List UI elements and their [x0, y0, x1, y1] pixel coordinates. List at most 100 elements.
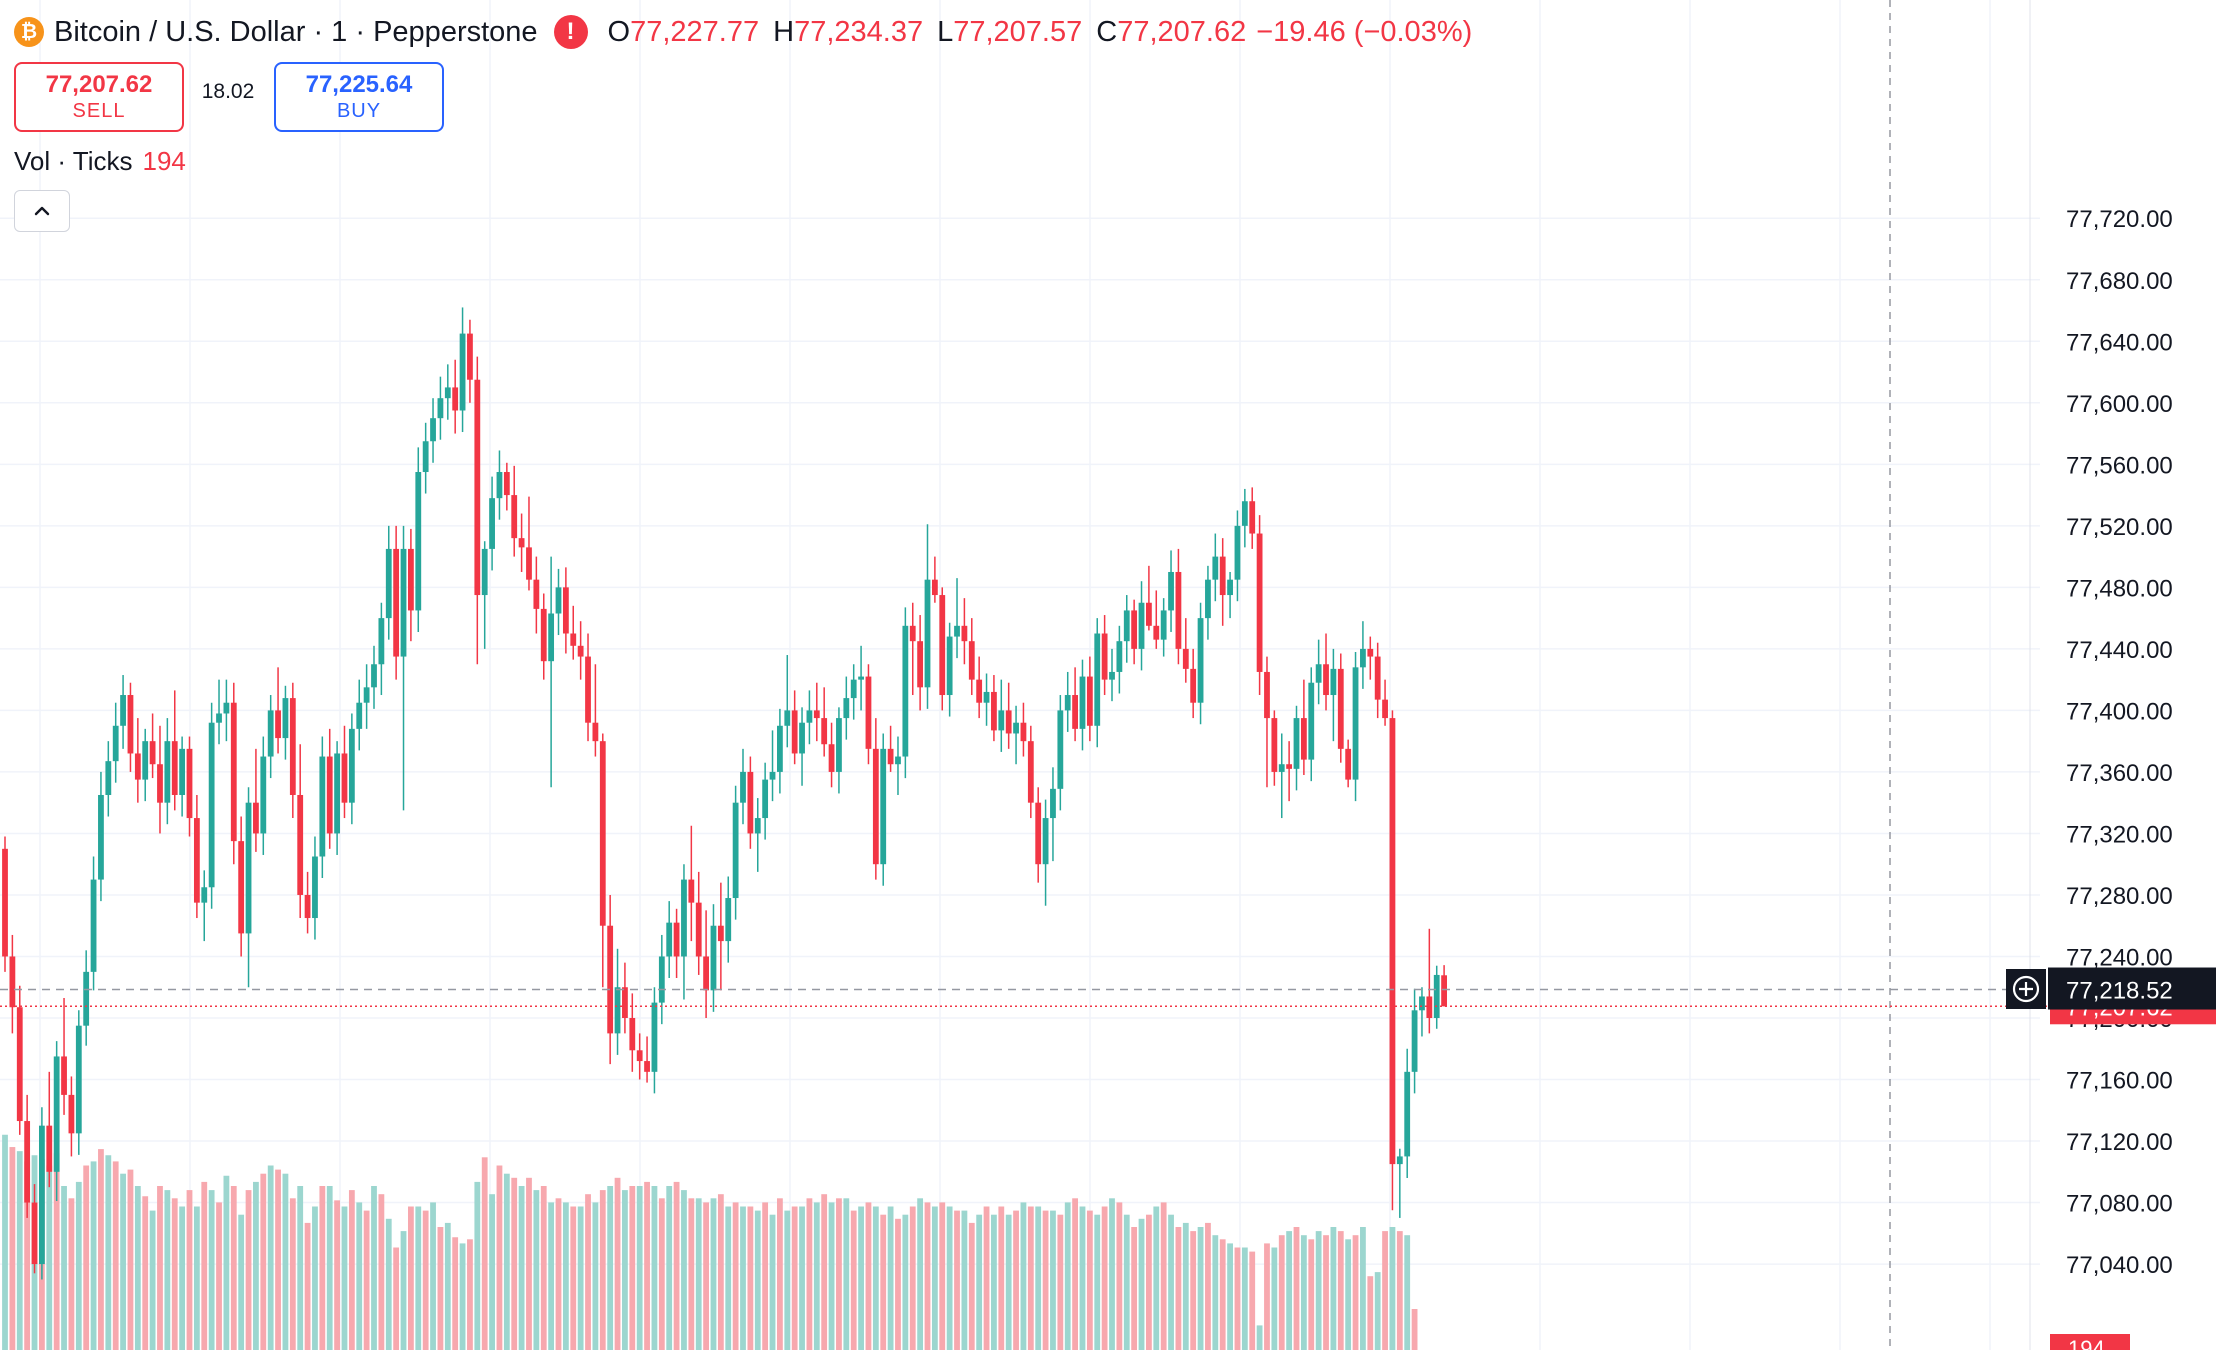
- volume-bar: [1256, 1325, 1263, 1350]
- candle-body: [260, 756, 267, 834]
- volume-bar: [120, 1173, 126, 1350]
- volume-bar: [1212, 1235, 1219, 1350]
- volume-bar: [186, 1190, 193, 1350]
- volume-bar: [1146, 1214, 1152, 1350]
- candlestick-series: [2, 307, 1447, 1280]
- candle-body: [636, 1050, 643, 1062]
- candle-body: [1249, 501, 1256, 534]
- volume-bar: [1035, 1206, 1042, 1350]
- volume-bar: [216, 1202, 222, 1350]
- candle-body: [134, 753, 141, 780]
- candle-body: [880, 748, 887, 865]
- candle-body: [267, 710, 274, 757]
- candle-body: [651, 1002, 658, 1072]
- volume-legend-label: Vol · Ticks: [14, 146, 133, 176]
- candle-body: [1160, 610, 1167, 640]
- candle-body: [1101, 633, 1108, 680]
- volume-bar: [909, 1206, 916, 1350]
- volume-bar: [622, 1190, 628, 1350]
- candle-body: [961, 625, 968, 642]
- candle-body: [607, 925, 614, 1034]
- candle-body: [1234, 525, 1241, 580]
- volume-bar: [16, 1151, 23, 1350]
- candle-body: [1086, 676, 1093, 726]
- warning-icon[interactable]: !: [553, 15, 588, 49]
- candle-body: [622, 987, 628, 1018]
- volume-bar: [725, 1206, 732, 1350]
- candle-body: [1138, 602, 1145, 649]
- volume-bar: [1234, 1247, 1241, 1350]
- candle-body: [917, 641, 924, 688]
- volume-bar: [1101, 1206, 1108, 1350]
- volume-bar: [1404, 1235, 1411, 1350]
- candle-body: [858, 676, 864, 680]
- candle-body: [747, 771, 754, 834]
- volume-bar: [703, 1202, 709, 1350]
- volume-bar: [858, 1206, 864, 1350]
- candle-body: [740, 771, 746, 803]
- price-tick-label: 77,720.00: [2066, 206, 2173, 233]
- sell-button[interactable]: 77,207.62 SELL: [14, 62, 184, 132]
- price-tick-label: 77,560.00: [2066, 452, 2173, 479]
- spread-value: 18.02: [201, 80, 255, 103]
- symbol-legend: ₿ Bitcoin / U.S. Dollar · 1 · Pepperston…: [14, 10, 1482, 54]
- candle-body: [1360, 648, 1366, 668]
- volume-bar: [865, 1202, 872, 1350]
- volume-bar: [134, 1186, 141, 1350]
- volume-bars: [2, 1134, 1418, 1350]
- candle-body: [422, 441, 429, 473]
- volume-bar: [673, 1181, 680, 1350]
- candle-body: [762, 779, 769, 819]
- candle-body: [127, 695, 134, 754]
- candle-body: [518, 538, 525, 548]
- volume-bar: [24, 1161, 31, 1350]
- volume-bar: [1264, 1243, 1270, 1350]
- candle-body: [931, 579, 938, 596]
- candle-body: [570, 633, 577, 646]
- symbol-title[interactable]: Bitcoin / U.S. Dollar · 1 · Pepperstone: [54, 15, 538, 48]
- low-value: 77,207.57: [953, 15, 1083, 48]
- collapse-legend-button[interactable]: [14, 190, 70, 232]
- volume-bar: [526, 1177, 532, 1350]
- volume-bar: [629, 1186, 636, 1350]
- crosshair-plus-button[interactable]: [2006, 969, 2046, 1009]
- volume-bar: [1360, 1227, 1366, 1350]
- volume-bar: [142, 1196, 149, 1350]
- candle-body: [90, 879, 97, 972]
- sell-price: 77,207.62: [45, 71, 153, 98]
- volume-bar: [1020, 1202, 1027, 1350]
- volume-bar: [90, 1161, 97, 1350]
- volume-bar: [98, 1149, 104, 1350]
- candle-body: [1426, 996, 1433, 1018]
- candle-body: [61, 1056, 67, 1095]
- volume-bar: [636, 1186, 643, 1350]
- volume-legend: Vol · Ticks 194: [14, 146, 186, 177]
- candle-body: [511, 495, 518, 539]
- candle-body: [230, 702, 237, 842]
- volume-bar: [459, 1243, 466, 1350]
- candle-body: [1382, 699, 1388, 719]
- candle-body: [481, 548, 488, 596]
- volume-bar: [1013, 1210, 1019, 1350]
- candle-body: [1241, 501, 1248, 526]
- volume-bar: [850, 1210, 857, 1350]
- volume-bar: [614, 1177, 621, 1350]
- volume-bar: [400, 1231, 407, 1350]
- chart-grid: [0, 0, 2040, 1350]
- volume-bar: [939, 1202, 946, 1350]
- volume-bar: [481, 1157, 488, 1350]
- candle-body: [703, 956, 709, 991]
- volume-bar: [127, 1169, 134, 1350]
- volume-bar: [149, 1210, 156, 1350]
- volume-bar: [2, 1134, 8, 1350]
- buy-button[interactable]: 77,225.64 BUY: [274, 62, 444, 132]
- volume-bar: [312, 1206, 318, 1350]
- candle-body: [68, 1094, 75, 1134]
- candle-body: [1123, 610, 1130, 642]
- candle-body: [363, 687, 370, 703]
- candle-body: [895, 756, 901, 765]
- candle-body: [1064, 695, 1071, 711]
- volume-bar: [1241, 1247, 1248, 1350]
- candle-body: [430, 418, 436, 442]
